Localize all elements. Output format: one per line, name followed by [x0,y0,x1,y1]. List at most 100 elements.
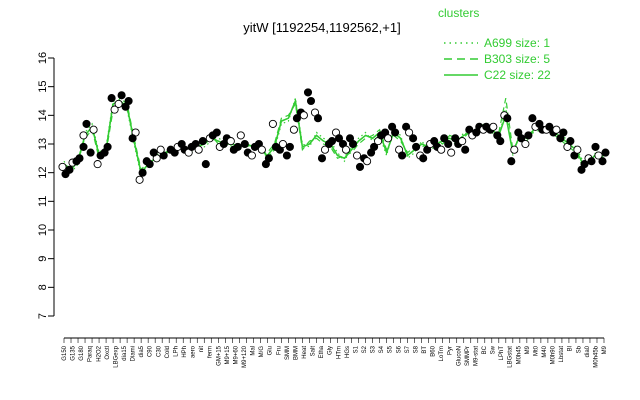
data-point [65,165,74,174]
data-point [201,160,210,169]
data-point [461,145,470,154]
x-tick-label: Etha [319,345,325,358]
x-tick-label: LBGexp [113,345,119,367]
data-point [317,154,327,163]
data-point [352,151,362,160]
x-tick-label: S5 [388,345,394,353]
data-point [559,128,568,137]
data-point [257,145,266,154]
x-tick-label: Sb [576,345,582,353]
data-point [348,139,358,149]
x-tick-label: HPh [182,346,188,358]
data-point [327,137,337,146]
data-point [566,137,575,146]
x-tick-label: C30 [156,345,162,357]
data-point [212,128,221,137]
y-tick-label: 7 [37,313,49,319]
data-point [285,142,294,151]
legend: clusters A699 size: 1 B303 size: 5 C22 size… [438,6,551,82]
data-point [313,114,323,123]
data-point [198,137,207,146]
data-point [107,94,116,103]
x-tick-label: M0h45 [516,345,522,364]
x-tick-label: ferm [208,346,214,358]
y-tick-label: 10 [37,224,49,236]
data-point [89,125,98,134]
data-point [268,119,277,128]
x-tick-label: S1 [353,345,359,353]
y-tick-label: 8 [37,284,49,290]
data-point [110,105,119,114]
x-tick-label: GlucoN [456,346,462,366]
data-point [226,137,235,146]
data-point [384,134,393,143]
data-point [398,151,407,160]
x-tick-label: Cold [165,346,171,358]
x-tick-label: M9-stat [473,346,479,366]
x-tick-label: M0h45b [593,345,599,367]
data-point [82,119,91,128]
x-tick-label: BT [422,346,428,354]
data-point [79,142,88,151]
data-point [496,137,505,146]
data-point [86,148,95,157]
data-point [138,168,147,177]
data-point [236,131,245,140]
data-point [594,151,603,160]
data-point [458,137,467,146]
chart-title: yitW [1192254,1192562,+1] [243,20,400,35]
data-point [601,148,610,157]
x-tick-label: GM+15 [216,345,222,366]
legend-label: B303 size: 5 [484,52,550,66]
data-point [503,114,512,123]
data-point [405,128,414,137]
data-point [510,145,519,154]
y-tick-label: 16 [37,52,49,64]
data-point [391,128,400,137]
data-point [598,157,607,166]
data-points [58,88,610,184]
x-tick-label: Diami [131,346,137,361]
data-point [75,154,84,163]
x-tick-label: S8 [413,345,419,353]
x-tick-label: Bl [568,346,574,351]
data-point [142,157,151,166]
data-point [412,142,421,151]
x-tick-label: G135 [71,345,77,360]
data-point [117,91,126,100]
data-point [580,160,589,169]
legend-title: clusters [438,6,479,20]
x-tick-label: SMMPr [465,346,471,366]
x-tick-label: LBGstat [508,346,514,368]
x-tick-label: M9 [602,345,608,354]
x-tick-label: C90 [148,345,154,357]
data-point [517,134,526,143]
x-tick-label: G150 [62,345,68,360]
data-point [341,145,351,154]
data-point [440,134,449,143]
data-point [409,134,418,143]
data-point [370,142,379,151]
data-point [93,160,102,169]
data-point [355,162,365,171]
x-tick-label: dia0 [585,345,591,357]
legend-label: A699 size: 1 [484,36,550,50]
data-point [128,134,137,143]
data-point [320,145,330,154]
x-tick-label: dia15 [122,345,128,360]
x-tick-label: M9 [525,345,531,354]
data-point [573,145,582,154]
x-tick-label: LPhT [499,346,505,361]
y-tick-label: 13 [37,138,49,150]
x-tick-label: M9+120 [242,345,248,368]
data-point [282,151,291,160]
x-tick-label: BMM [293,346,299,360]
data-point [289,125,298,134]
y-tick-label: 11 [37,196,49,207]
x-tick-label: nit [199,346,205,353]
x-tick-label: Pyr [448,346,454,355]
data-point [292,114,301,123]
y-tick-label: 14 [37,109,49,121]
x-tick-label: Mal [251,346,257,356]
x-tick-label: Heat [302,346,308,359]
